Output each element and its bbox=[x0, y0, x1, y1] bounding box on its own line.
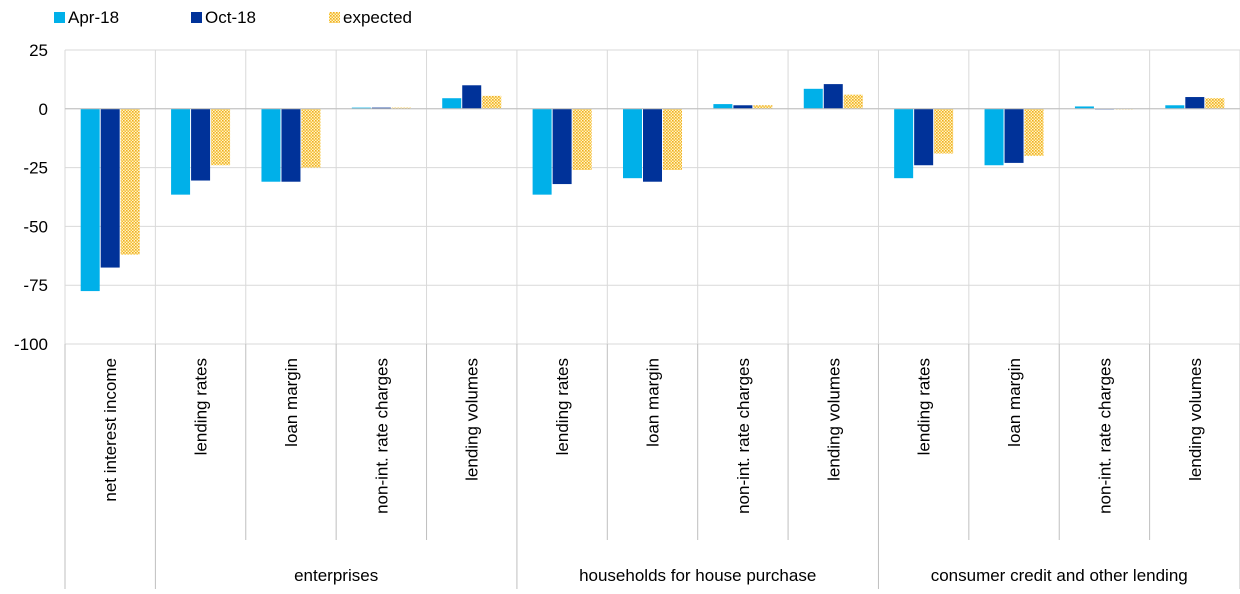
bar-oct-18 bbox=[281, 108, 301, 182]
bar-oct-18 bbox=[1185, 97, 1205, 109]
legend-swatch bbox=[54, 12, 65, 23]
bar-apr-18 bbox=[442, 98, 462, 109]
bar-oct-18 bbox=[643, 108, 662, 182]
bar-expected bbox=[843, 94, 863, 109]
bar-expected bbox=[663, 108, 682, 170]
bar-expected bbox=[211, 108, 231, 166]
bar-expected bbox=[1024, 108, 1044, 156]
x-tick-label: lending rates bbox=[915, 358, 934, 455]
gridlines bbox=[64, 49, 1240, 345]
bar-expected bbox=[1205, 98, 1225, 109]
x-tick-label: lending rates bbox=[192, 358, 211, 455]
x-tick-label: lending volumes bbox=[1186, 358, 1205, 481]
bar-oct-18 bbox=[823, 84, 843, 109]
legend-label: Apr-18 bbox=[68, 8, 119, 27]
legend-swatch bbox=[329, 12, 340, 23]
bar-expected bbox=[934, 108, 954, 154]
x-tick-label: net interest income bbox=[101, 358, 120, 502]
bar-expected bbox=[482, 95, 502, 109]
bar-apr-18 bbox=[623, 108, 642, 179]
bar-expected bbox=[572, 108, 592, 170]
bar-oct-18 bbox=[100, 108, 120, 268]
legend-swatch bbox=[191, 12, 202, 23]
x-tick-label: loan margin bbox=[644, 358, 663, 447]
bar-expected bbox=[301, 108, 321, 168]
group-label: enterprises bbox=[294, 566, 378, 585]
y-tick-label: 0 bbox=[39, 100, 48, 119]
bar-oct-18 bbox=[191, 108, 211, 181]
bar-apr-18 bbox=[171, 108, 191, 195]
bar-oct-18 bbox=[552, 108, 572, 185]
group-label: households for house purchase bbox=[579, 566, 816, 585]
bar-apr-18 bbox=[261, 108, 281, 182]
axes: 25 0 -25 -50 -75 -100 net interest income lendi… bbox=[14, 41, 1240, 589]
bar-expected bbox=[391, 107, 411, 109]
bar-oct-18 bbox=[462, 85, 482, 109]
legend: Apr-18 Oct-18 expected bbox=[54, 8, 412, 27]
bar-apr-18 bbox=[532, 108, 552, 195]
y-tick-label: -25 bbox=[23, 159, 48, 178]
bars bbox=[80, 84, 1225, 292]
x-tick-label: lending volumes bbox=[824, 358, 843, 481]
x-tick-label: loan margin bbox=[1005, 358, 1024, 447]
x-tick-label: non-int. rate charges bbox=[734, 358, 753, 514]
bar-expected bbox=[753, 105, 773, 109]
y-tick-label: -75 bbox=[23, 276, 48, 295]
x-tick-label: lending volumes bbox=[463, 358, 482, 481]
bar-oct-18 bbox=[1004, 108, 1024, 163]
legend-label: Oct-18 bbox=[205, 8, 256, 27]
bar-oct-18 bbox=[733, 105, 753, 109]
bar-apr-18 bbox=[803, 88, 823, 109]
bar-apr-18 bbox=[80, 108, 100, 292]
x-tick-label: lending rates bbox=[553, 358, 572, 455]
bar-apr-18 bbox=[1074, 106, 1094, 109]
bar-expected bbox=[120, 108, 140, 255]
bar-apr-18 bbox=[984, 108, 1004, 166]
bar-apr-18 bbox=[351, 107, 371, 109]
x-tick-label: non-int. rate charges bbox=[372, 358, 391, 514]
bar-apr-18 bbox=[713, 104, 733, 109]
bar-oct-18 bbox=[914, 108, 934, 166]
y-tick-label: -50 bbox=[23, 217, 48, 236]
x-tick-label: loan margin bbox=[282, 358, 301, 447]
bar-apr-18 bbox=[1165, 105, 1185, 109]
legend-label: expected bbox=[343, 8, 412, 27]
y-tick-label: -100 bbox=[14, 335, 48, 354]
x-tick-label: non-int. rate charges bbox=[1095, 358, 1114, 514]
group-label: consumer credit and other lending bbox=[931, 566, 1188, 585]
bar-oct-18 bbox=[371, 107, 391, 109]
y-tick-label: 25 bbox=[29, 41, 48, 60]
bar-apr-18 bbox=[894, 108, 914, 179]
